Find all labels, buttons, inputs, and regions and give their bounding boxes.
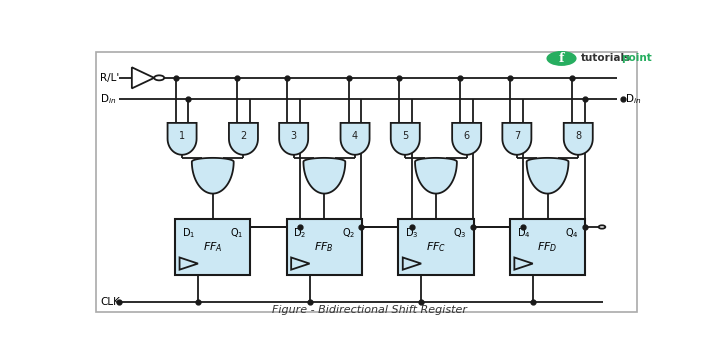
Text: D$_2$: D$_2$ — [293, 226, 307, 240]
FancyBboxPatch shape — [175, 219, 251, 275]
Text: Q$_1$: Q$_1$ — [230, 226, 244, 240]
Polygon shape — [192, 158, 234, 194]
Text: 5: 5 — [402, 131, 408, 141]
Text: CLK: CLK — [100, 297, 120, 307]
Polygon shape — [303, 158, 346, 194]
Text: D$_{in}$: D$_{in}$ — [100, 92, 116, 105]
Polygon shape — [452, 123, 481, 155]
Polygon shape — [179, 257, 198, 270]
Polygon shape — [341, 123, 369, 155]
Text: FF$_C$: FF$_C$ — [426, 240, 446, 254]
Text: D$_3$: D$_3$ — [405, 226, 418, 240]
Text: Q$_4$: Q$_4$ — [564, 226, 579, 240]
Circle shape — [598, 225, 606, 229]
Text: 7: 7 — [514, 131, 520, 141]
FancyBboxPatch shape — [398, 219, 474, 275]
Text: Figure - Bidirectional Shift Register: Figure - Bidirectional Shift Register — [271, 305, 467, 315]
Text: 1: 1 — [179, 131, 185, 141]
Text: D$_{in}$: D$_{in}$ — [624, 92, 641, 105]
Text: FF$_A$: FF$_A$ — [203, 240, 222, 254]
Polygon shape — [564, 123, 593, 155]
Polygon shape — [415, 158, 457, 194]
Text: 3: 3 — [291, 131, 297, 141]
Text: Q$_3$: Q$_3$ — [454, 226, 467, 240]
Text: f: f — [559, 52, 564, 65]
Polygon shape — [291, 257, 310, 270]
Text: tutorials: tutorials — [580, 53, 631, 63]
Text: D$_1$: D$_1$ — [181, 226, 195, 240]
Polygon shape — [526, 158, 569, 194]
FancyBboxPatch shape — [510, 219, 585, 275]
Polygon shape — [229, 123, 258, 155]
Polygon shape — [402, 257, 421, 270]
Text: 4: 4 — [352, 131, 358, 141]
Text: FF$_B$: FF$_B$ — [315, 240, 334, 254]
FancyBboxPatch shape — [96, 51, 637, 312]
Polygon shape — [514, 257, 533, 270]
Text: Q$_2$: Q$_2$ — [342, 226, 356, 240]
Polygon shape — [503, 123, 531, 155]
Text: point: point — [621, 53, 652, 63]
Text: 6: 6 — [464, 131, 469, 141]
Polygon shape — [391, 123, 420, 155]
FancyBboxPatch shape — [287, 219, 362, 275]
Text: FF$_D$: FF$_D$ — [537, 240, 558, 254]
Text: D$_4$: D$_4$ — [516, 226, 530, 240]
Polygon shape — [279, 123, 308, 155]
Text: 2: 2 — [240, 131, 246, 141]
Polygon shape — [132, 67, 154, 89]
Text: R/L': R/L' — [100, 73, 120, 83]
Text: 8: 8 — [575, 131, 581, 141]
Circle shape — [154, 75, 164, 80]
Polygon shape — [168, 123, 197, 155]
Circle shape — [546, 51, 577, 66]
